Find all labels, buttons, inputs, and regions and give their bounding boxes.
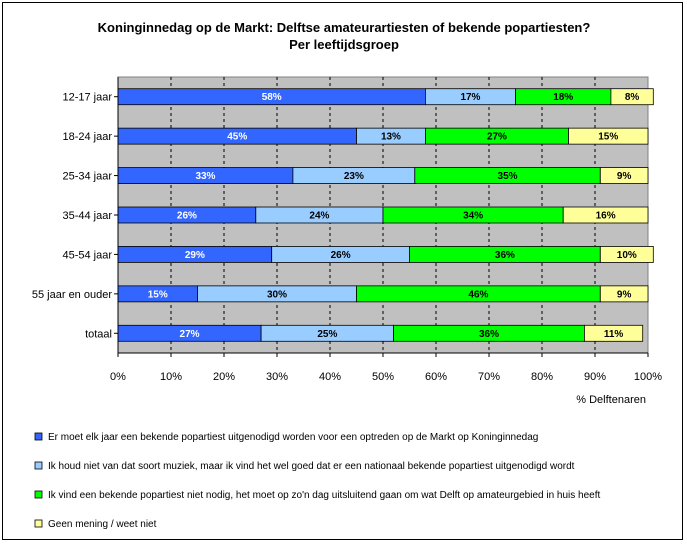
data-label: 35% <box>498 171 518 182</box>
data-label: 36% <box>479 329 499 340</box>
x-tick-label: 40% <box>319 371 341 383</box>
legend-swatch <box>34 490 43 499</box>
category-label: 25-34 jaar <box>62 171 112 183</box>
category-label: 18-24 jaar <box>62 131 112 143</box>
x-tick-label: 80% <box>531 371 553 383</box>
x-tick-label: 50% <box>372 371 394 383</box>
category-label: 45-54 jaar <box>62 249 112 261</box>
data-label: 58% <box>262 92 282 103</box>
chart: Koninginnedag op de Markt: Delftse amate… <box>32 20 662 530</box>
x-tick-label: 20% <box>213 371 235 383</box>
x-tick-label: 0% <box>110 371 126 383</box>
data-label: 26% <box>331 250 351 261</box>
bar-segment <box>610 88 654 106</box>
bar-segment <box>562 206 649 224</box>
x-tick-label: 30% <box>266 371 288 383</box>
x-tick-label: 90% <box>584 371 606 383</box>
data-label: 33% <box>195 171 215 182</box>
bar-segment <box>568 127 649 145</box>
data-label: 11% <box>604 329 624 340</box>
data-label: 30% <box>267 289 287 300</box>
legend-entry: Ik vind een bekende popartiest niet nodi… <box>48 490 600 501</box>
legend-swatch <box>34 519 43 528</box>
legend-swatch <box>34 432 43 441</box>
x-tick-label: 60% <box>425 371 447 383</box>
data-label: 45% <box>227 132 247 143</box>
data-label: 18% <box>553 92 573 103</box>
legend-entry: Er moet elk jaar een bekende popartiest … <box>48 432 538 443</box>
data-label: 17% <box>460 92 480 103</box>
data-label: 9% <box>617 171 632 182</box>
legend-swatch <box>34 461 43 470</box>
data-label: 10% <box>617 250 637 261</box>
data-label: 29% <box>185 250 205 261</box>
category-label: totaal <box>85 328 112 340</box>
data-label: 23% <box>344 171 364 182</box>
x-tick-label: 10% <box>160 371 182 383</box>
data-label: 24% <box>309 211 329 222</box>
data-label: 13% <box>381 132 401 143</box>
chart-subtitle: Per leeftijdsgroep <box>289 37 399 52</box>
data-label: 25% <box>317 329 337 340</box>
bar-segment <box>599 285 649 303</box>
legend-entry: Ik houd niet van dat soort muziek, maar … <box>48 461 575 472</box>
data-label: 8% <box>625 92 640 103</box>
legend-entry: Geen mening / weet niet <box>48 519 157 530</box>
data-label: 16% <box>596 211 616 222</box>
x-axis-label: % Delftenaren <box>576 394 646 406</box>
category-label: 35-44 jaar <box>62 210 112 222</box>
bar-segment <box>599 246 654 263</box>
bar-segment <box>584 324 644 342</box>
bar-segment <box>599 167 649 184</box>
category-label: 55 jaar en ouder <box>32 289 112 301</box>
data-label: 9% <box>617 289 632 300</box>
data-label: 15% <box>148 289 168 300</box>
data-label: 15% <box>598 132 618 143</box>
data-label: 27% <box>487 132 507 143</box>
data-label: 34% <box>463 211 483 222</box>
x-tick-label: 100% <box>634 371 662 383</box>
data-label: 27% <box>180 329 200 340</box>
x-tick-label: 70% <box>478 371 500 383</box>
data-label: 26% <box>177 211 197 222</box>
data-label: 46% <box>468 289 488 300</box>
chart-title: Koninginnedag op de Markt: Delftse amate… <box>98 20 591 35</box>
data-label: 36% <box>495 250 515 261</box>
category-label: 12-17 jaar <box>62 92 112 104</box>
